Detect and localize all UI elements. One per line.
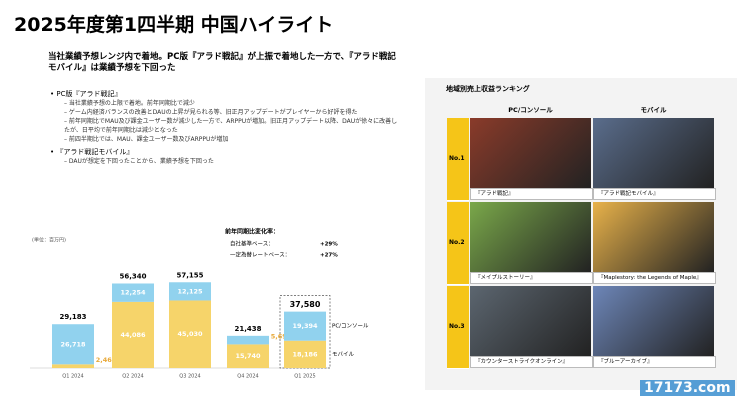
rank-cell [447, 286, 469, 369]
total-label: 21,438 [234, 325, 261, 333]
bullet-item: – ゲーム内経済バランスの改善とDAUの上昇が見られる等、旧正月アップデートがプ… [64, 109, 358, 116]
game-title: 『アラド戦記』 [470, 188, 593, 200]
rank-label: No.2 [449, 239, 465, 246]
subtitle: 当社業績予想レンジ内で着地。PC版『アラド戦記』が上振で着地した一方で、『アラド… [48, 52, 396, 73]
total-label: 37,580 [290, 300, 321, 309]
bullet-title: • PC版『アラド戦記』 [50, 90, 122, 98]
segment-label: 12,125 [177, 287, 203, 295]
bullet-item: – 前年同期比でMAU及び課金ユーザー数が減少した一方で、ARPPUが増加。旧正… [64, 118, 398, 134]
annotation-value: +27% [320, 253, 338, 259]
segment-label: 5,698 [271, 332, 292, 340]
segment-label: 2,465 [96, 356, 117, 364]
bar-segment [52, 324, 94, 365]
total-label: 56,340 [119, 272, 146, 280]
bar-segment [169, 282, 211, 301]
game-image [470, 202, 591, 272]
game-title: 『Maplestory: the Legends of Maple』 [593, 272, 716, 284]
x-tick-label: Q4 2024 [237, 374, 258, 380]
game-image [593, 286, 714, 356]
game-image [593, 118, 714, 188]
unit: (単位：百万円) [32, 237, 66, 244]
bar-segment [52, 364, 94, 368]
game-image [593, 202, 714, 272]
watermark: 17173.com [640, 380, 735, 396]
segment-label: 19,394 [292, 322, 318, 330]
bullet-item: – DAUが想定を下回ったことから、業績予想を下回った [64, 158, 214, 165]
bar-segment [227, 335, 269, 345]
rank-label: No.1 [449, 155, 465, 162]
x-tick-label: Q3 2024 [179, 374, 200, 380]
bar-segment [227, 344, 269, 368]
segment-label: 12,254 [120, 289, 146, 297]
column-header: モバイル [640, 106, 667, 114]
bullet-item: – 当社業績予想の上限で着地。前年同期比で減少 [64, 100, 195, 107]
segment-label: 45,030 [177, 330, 203, 338]
bar-segment [112, 283, 154, 302]
legend-label: PC/コンソール [332, 323, 369, 330]
game-title: 『メイプルストーリー』 [470, 272, 593, 284]
rank-cell [447, 118, 469, 201]
bar-segment [112, 301, 154, 368]
column-header: PC/コンソール [508, 106, 553, 114]
x-tick-label: Q1 2025 [294, 374, 315, 380]
segment-label: 44,086 [120, 331, 146, 339]
game-title: 『カウンターストライクオンライン』 [470, 356, 593, 368]
annotation-title: 前年同期比変化率： [225, 228, 279, 236]
bar-segment [284, 311, 326, 341]
bar-segment [284, 340, 326, 368]
segment-label: 18,186 [292, 350, 318, 358]
game-title: 『ブルーアーカイブ』 [593, 356, 716, 368]
game-image [470, 118, 591, 188]
ranking-title: 地域別売上収益ランキング [446, 85, 530, 93]
game-image [470, 286, 591, 356]
bar-segment [169, 300, 211, 368]
legend-label: モバイル [332, 351, 355, 358]
rank-label: No.3 [449, 323, 465, 330]
bullet-title: • 『アラド戦記モバイル』 [50, 148, 134, 156]
total-label: 57,155 [176, 271, 203, 279]
annotation-label: 自社基準ベース： [230, 240, 274, 248]
annotation-value: +29% [320, 242, 338, 248]
title: 2025年度第1四半期 中国ハイライト [14, 14, 334, 36]
game-title: 『アラド戦記モバイル』 [593, 188, 716, 200]
bullets: • PC版『アラド戦記』 – 当社業績予想の上限で着地。前年同期比で減少 – ゲーム… [50, 86, 400, 166]
total-label: 29,183 [59, 313, 86, 321]
segment-label: 26,718 [60, 340, 86, 348]
bullet-item: – 前四半期比では、MAU、課金ユーザー数及びARPPUが増加 [64, 136, 229, 143]
x-tick-label: Q2 2024 [122, 374, 143, 380]
x-tick-label: Q1 2024 [62, 374, 83, 380]
rank-cell [447, 202, 469, 285]
annotation-label: 一定為替レートベース： [230, 251, 290, 259]
segment-label: 15,740 [235, 352, 261, 360]
